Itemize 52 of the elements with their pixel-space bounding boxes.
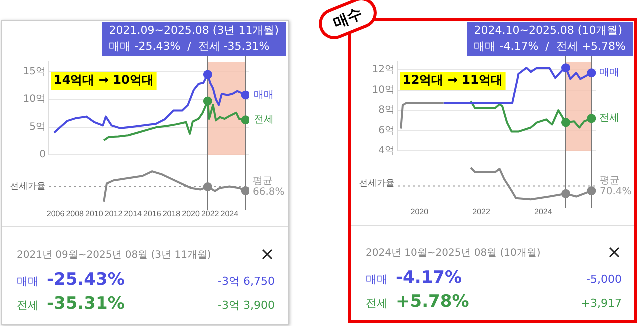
y-tick-label: 15억 xyxy=(23,66,46,78)
y-axis-title: 전세가율 xyxy=(10,182,46,192)
y-tick-label: 6억 xyxy=(378,125,395,136)
y-axis-title: 전세가율 xyxy=(359,179,395,190)
text: +5.78% xyxy=(396,292,470,312)
text: 매매 -25.43% / 전세 -35.31% xyxy=(109,40,270,53)
x-tick-label: 2020 xyxy=(410,207,430,216)
y-tick-label: 10억 xyxy=(372,84,395,96)
x-tick-label: 2016 xyxy=(143,209,162,218)
x-tick-label: 2008 xyxy=(66,209,85,218)
x-tick-label: 2024 xyxy=(534,207,553,216)
annotation: 12억대 → 11억대 xyxy=(403,73,503,88)
x-tick-label: 2020 xyxy=(182,209,200,218)
x-tick-label: 2024 xyxy=(220,209,240,218)
x-tick-label: 2022 xyxy=(472,207,491,216)
text: 2024년 10월~2025년 08월 (10개월) xyxy=(366,247,542,260)
series-label: 전세 xyxy=(600,113,620,124)
text: -3억 3,900 xyxy=(218,298,275,313)
y-tick-label: 12억 xyxy=(372,64,395,76)
ref-line-label: 평균 66.8% xyxy=(253,176,285,198)
text: -3억 6,750 xyxy=(218,274,275,289)
y-tick-label: 0 xyxy=(40,150,46,161)
y-tick-label: 5억 xyxy=(30,122,46,133)
x-tick-label: 2014 xyxy=(124,209,143,218)
x-tick-label: 2010 xyxy=(86,209,104,218)
text: -35.31% xyxy=(47,294,125,314)
y-tick-label: 8억 xyxy=(378,105,395,116)
text: 2021.09~2025.08 (3년 11개월) xyxy=(109,24,279,37)
text: 2024.10~2025.08 (10개월) xyxy=(474,24,623,37)
category-label: 전세 xyxy=(366,296,389,311)
series-label: 매매 xyxy=(600,68,620,79)
y-tick-label: 4억 xyxy=(378,146,395,157)
text: 2021년 09월~2025년 08월 (3년 11개월) xyxy=(17,249,212,262)
text: -25.43% xyxy=(47,270,125,290)
series-label: 전세 xyxy=(254,114,274,126)
text: -5,000 xyxy=(586,273,622,286)
y-tick-label: 10억 xyxy=(23,94,46,106)
series-label: 매매 xyxy=(254,90,274,101)
ref-line-label: 평균 70.4% xyxy=(600,175,632,198)
category-label: 매매 xyxy=(17,274,40,289)
category-label: 전세 xyxy=(17,298,40,313)
x-tick-label: 2018 xyxy=(162,209,182,218)
annotation: 14억대 → 10억대 xyxy=(54,73,154,88)
x-tick-label: 2022 xyxy=(201,209,220,218)
text: 매수 xyxy=(314,0,382,44)
text: 매매 -4.17% / 전세 +5.78% xyxy=(474,40,626,53)
text: -4.17% xyxy=(396,268,462,288)
category-label: 매매 xyxy=(366,272,389,287)
x-tick-label: 2006 xyxy=(46,209,66,218)
point xyxy=(241,116,249,125)
x-tick-label: 2012 xyxy=(104,209,124,218)
text: +3,917 xyxy=(581,297,622,310)
